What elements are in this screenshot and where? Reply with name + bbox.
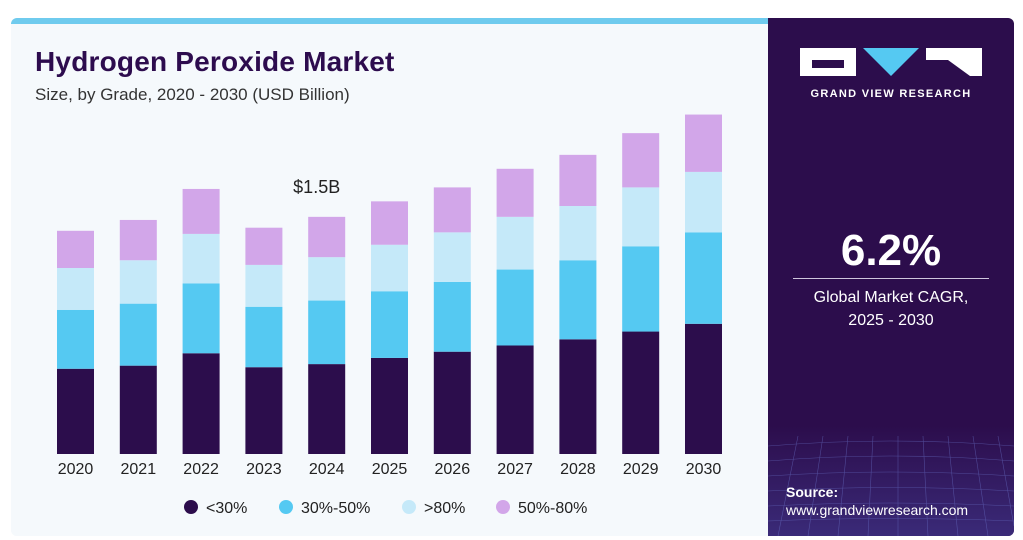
bar-segment-2020-s3 [57,230,94,268]
source-label: Source: [786,484,839,500]
bar-segment-2027-s1 [496,269,534,346]
x-tick-label: 2023 [246,461,282,478]
bar-segment-2020-s1 [57,309,94,369]
bar-segment-2025-s2 [371,244,408,292]
bar-segment-2021-s0 [119,365,157,454]
bar-segment-2024-s3 [308,216,346,258]
bar-segment-2030-s2 [685,171,722,233]
bar-segment-2022-s0 [182,353,220,454]
legend-label: 50%-80% [518,500,587,517]
x-tick-label: 2027 [497,461,533,478]
bar-segment-2028-s2 [559,206,597,261]
data-label-annotation: $1.5B [293,177,340,197]
legend-marker [279,500,293,514]
cagr-label-line2: 2025 - 2030 [848,312,934,329]
bar-segment-2021-s2 [119,260,157,304]
legend-marker [184,500,198,514]
bar-segment-2025-s0 [371,357,408,454]
x-tick-label: 2022 [183,461,219,478]
infographic-card: Hydrogen Peroxide Market Size, by Grade,… [11,18,1014,536]
bar-segment-2020-s0 [57,368,94,454]
source-url[interactable]: www.grandviewresearch.com [786,502,969,518]
chart-panel: Hydrogen Peroxide Market Size, by Grade,… [11,24,768,536]
bar-segment-2028-s3 [559,154,597,206]
legend-label: >80% [424,500,465,517]
x-tick-label: 2021 [121,461,157,478]
grid-decoration [768,426,1014,536]
bar-segment-2020-s2 [57,268,94,310]
bar-segment-2024-s0 [308,364,346,454]
bar-segment-2026-s3 [433,187,471,233]
accent-bar [11,18,768,24]
bar-segment-2026-s1 [433,281,471,352]
x-tick-label: 2024 [309,461,345,478]
x-tick-label: 2025 [372,461,408,478]
bar-segment-2021-s1 [119,303,157,366]
bar-segment-2029-s0 [622,331,660,454]
legend-label: <30% [206,500,247,517]
bar-segment-2024-s1 [308,300,346,365]
bar-segment-2027-s2 [496,216,534,270]
legend-label: 30%-50% [301,500,370,517]
bar-segment-2022-s3 [182,188,220,234]
legend-marker [496,500,510,514]
stacked-bar-chart: 2020 2021 2022 2023 2024 2025 2026 2027 2028 2029… [57,114,722,517]
gvr-logo-icon [800,48,982,76]
bar-segment-2023-s2 [245,264,283,307]
bar-segment-2028-s1 [559,260,597,340]
bar-segment-2026-s2 [433,232,471,282]
bar-segment-2028-s0 [559,339,597,454]
x-tick-label: 2030 [686,461,722,478]
x-tick-label: 2020 [58,461,94,478]
bar-segment-2025-s1 [371,291,408,358]
bar-segment-2030-s1 [685,232,722,324]
legend-marker [402,500,416,514]
chart-subtitle: Size, by Grade, 2020 - 2030 (USD Billion… [35,85,350,104]
bar-segment-2027-s3 [496,168,534,217]
x-tick-label: 2029 [623,461,659,478]
bar-segment-2029-s1 [622,246,660,332]
bar-segment-2026-s0 [433,351,471,454]
bar-segment-2025-s3 [371,201,408,245]
cagr-label: Global Market CAGR, 2025 - 2030 [768,286,1014,332]
x-tick-label: 2028 [560,461,596,478]
cagr-label-line1: Global Market CAGR, [813,289,969,306]
source-note: Source: www.grandviewresearch.com [786,483,968,519]
divider [793,278,989,279]
bar-segment-2029-s2 [622,187,660,247]
bar-segment-2029-s3 [622,133,660,188]
chart-title: Hydrogen Peroxide Market [35,46,395,77]
bar-segment-2023-s1 [245,306,283,368]
bar-segment-2021-s3 [119,219,157,261]
cagr-value: 6.2% [840,226,942,275]
summary-panel: GRAND VIEW RESEARCH 6.2% Global Market C… [768,18,1014,536]
x-tick-label: 2026 [435,461,471,478]
bar-segment-2030-s0 [685,323,722,454]
bar-segment-2022-s1 [182,283,220,354]
bar-segment-2023-s3 [245,227,283,265]
bar-segment-2027-s0 [496,345,534,454]
bar-segment-2030-s3 [685,114,722,172]
bar-segment-2022-s2 [182,233,220,284]
bar-segment-2024-s2 [308,257,346,301]
brand-name: GRAND VIEW RESEARCH [810,88,972,100]
bar-segment-2023-s0 [245,367,283,454]
